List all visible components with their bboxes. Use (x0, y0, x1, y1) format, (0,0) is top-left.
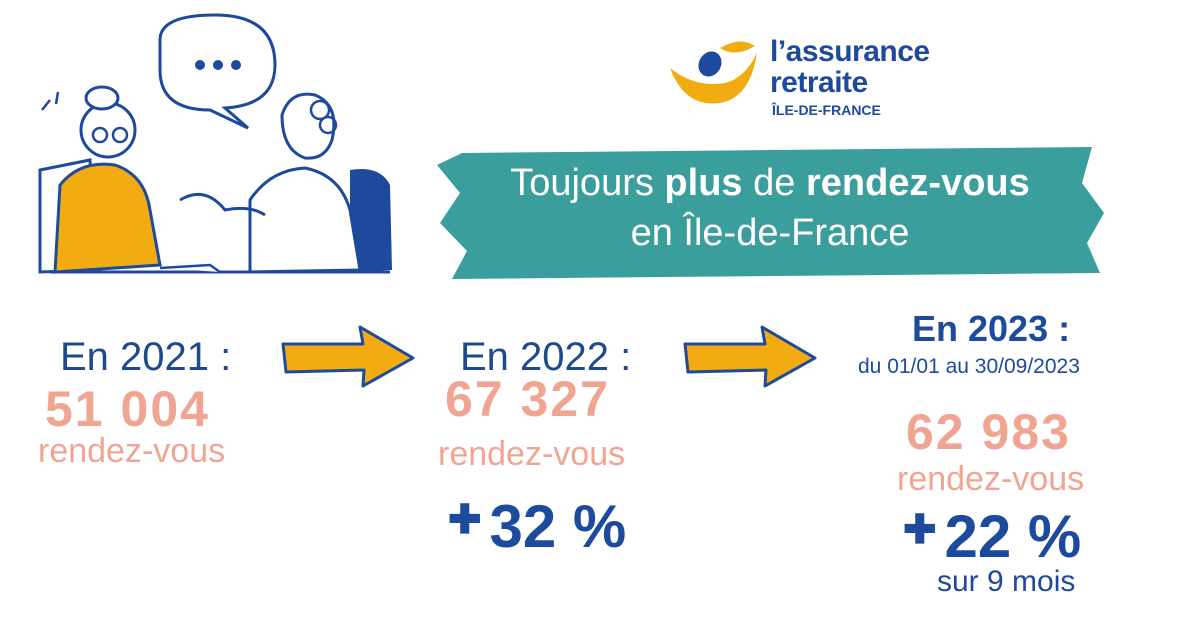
year-2023-label: En 2023 : (912, 308, 1071, 349)
year-2023-period: du 01/01 au 30/09/2023 (858, 355, 1080, 378)
year-2023-unit: rendez-vous (897, 460, 1085, 498)
year-2021-unit: rendez-vous (38, 432, 226, 470)
assurance-retraite-logo-icon (670, 41, 757, 104)
year-2022-unit: rendez-vous (438, 435, 626, 473)
year-2021-value: 51 004 (45, 381, 210, 437)
year-2022-change: ✚ 32 % (448, 493, 627, 560)
year-2022-value: 67 327 (445, 371, 610, 427)
consultation-illustration (38, 13, 392, 274)
arrow-right-icon (683, 325, 817, 388)
plus-icon: ✚ (448, 498, 482, 542)
year-2021-label: En 2021 : (60, 335, 232, 379)
logo-line1: l’assurance (770, 35, 930, 68)
teal-brush-banner (437, 147, 1104, 279)
logo-line2: retraite (770, 66, 868, 99)
year-2023-change: ✚ 22 % (903, 503, 1082, 570)
year-2022-label: En 2022 : (460, 335, 632, 379)
year-2023-value: 62 983 (906, 404, 1071, 460)
arrow-right-icon (281, 325, 415, 388)
banner-title: Toujours plus de rendez-vous en Île-de-F… (510, 162, 1030, 254)
logo-region: ÎLE-DE-FRANCE (772, 102, 881, 118)
plus-icon: ✚ (903, 508, 937, 552)
year-2023-note: sur 9 mois (937, 565, 1076, 598)
